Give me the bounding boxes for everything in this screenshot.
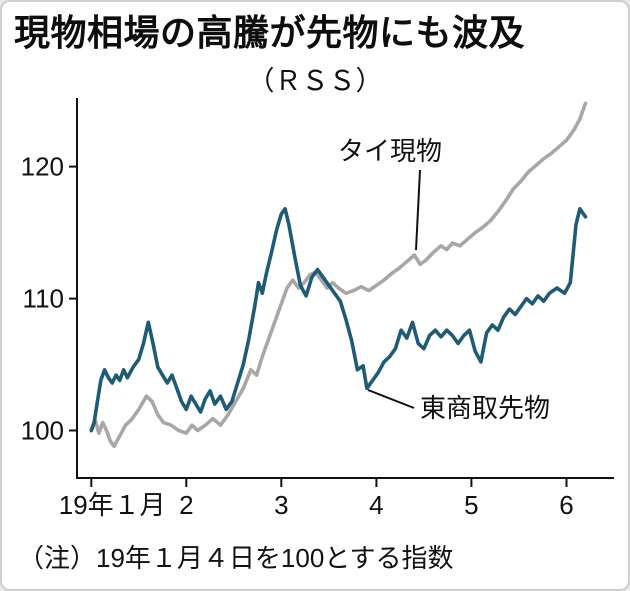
spot-annotation-pointer-line (415, 169, 421, 251)
chart-subtitle: （ＲＳＳ） (247, 66, 383, 97)
x-tick-label: 19年１月 (59, 490, 166, 520)
line-chart: 100 110 120 19年１月 2 3 4 5 6 タイ現物 東商取先物 (21, 98, 614, 520)
x-tick-label: 6 (559, 490, 573, 520)
chart-title: 現物相場の高騰が先物にも波及 (14, 12, 526, 53)
chart-area: 100 110 120 19年１月 2 3 4 5 6 タイ現物 東商取先物 (2, 90, 628, 530)
y-tick-label: 120 (21, 152, 64, 182)
y-tick-label: 110 (23, 284, 64, 314)
x-tick-label: 4 (369, 490, 383, 520)
axes (76, 98, 614, 479)
spot-series-annotation-label: タイ現物 (338, 136, 442, 166)
x-tick-label: 5 (464, 490, 478, 520)
series-line-0 (89, 101, 588, 449)
x-tick-label: 3 (274, 490, 288, 520)
futures-annotation-pointer-line (367, 389, 415, 409)
series-line-1 (89, 207, 588, 433)
futures-series-annotation-label: 東商取先物 (420, 393, 550, 423)
y-tick-label: 100 (21, 416, 64, 446)
x-tick-label: 2 (179, 490, 193, 520)
chart-footnote: （注）19年１月４日を100とする指数 (18, 543, 454, 573)
